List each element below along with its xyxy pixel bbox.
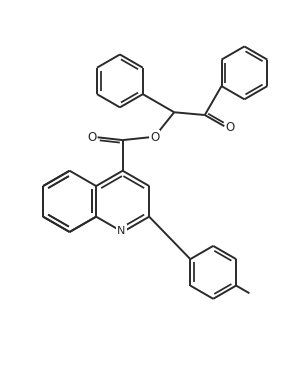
Text: N: N: [117, 225, 126, 235]
Text: O: O: [87, 131, 97, 144]
Text: O: O: [151, 131, 160, 144]
Text: O: O: [226, 121, 235, 134]
